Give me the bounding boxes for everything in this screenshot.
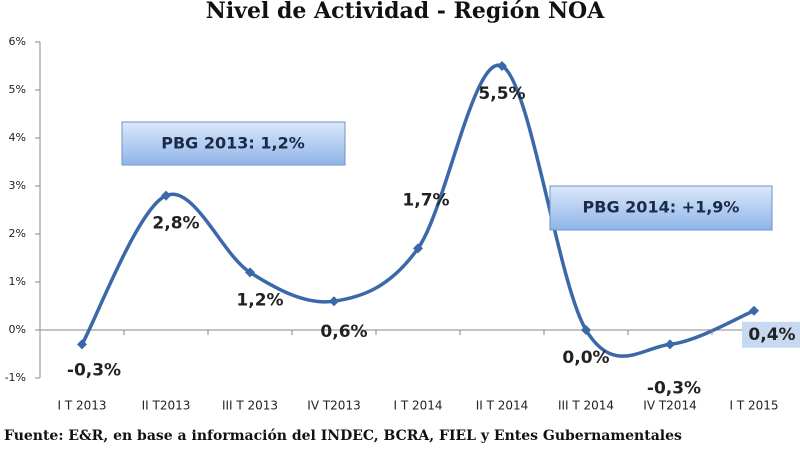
marker xyxy=(497,61,507,71)
marker xyxy=(245,267,255,278)
x-tick-label: I T 2013 xyxy=(57,399,106,413)
x-tick-label: IV T2014 xyxy=(643,399,696,413)
marker xyxy=(161,190,171,201)
annotation: PBG 2014: +1,9% xyxy=(583,198,740,217)
x-tick-label: I T 2015 xyxy=(729,399,778,413)
x-tick-label: IV T2013 xyxy=(307,399,360,413)
data-label: 5,5% xyxy=(478,84,525,104)
data-label: 0,0% xyxy=(562,348,609,368)
y-tick-label: 3% xyxy=(9,179,26,192)
x-tick-label: III T 2014 xyxy=(558,399,614,413)
data-label: 0,4% xyxy=(748,325,795,345)
marker xyxy=(581,325,591,335)
data-label: 1,2% xyxy=(236,290,283,310)
marker xyxy=(749,305,759,316)
x-tick-label: II T2013 xyxy=(142,399,191,413)
marker xyxy=(665,339,675,350)
label-box xyxy=(742,321,800,348)
y-tick-label: 2% xyxy=(9,227,26,240)
x-tick-label: I T 2014 xyxy=(393,399,442,413)
data-label: -0,3% xyxy=(647,378,701,398)
x-tick-label: II T 2014 xyxy=(476,399,529,413)
data-label: 0,6% xyxy=(320,322,367,342)
line xyxy=(80,63,755,358)
marker xyxy=(77,339,87,350)
chart-title: Nivel de Actividad - Región NOA xyxy=(206,0,606,24)
y-tick-label: -1% xyxy=(5,371,26,384)
marker xyxy=(329,296,339,307)
y-tick-label: 5% xyxy=(9,83,26,96)
data-label: -0,3% xyxy=(67,360,121,380)
data-label: 2,8% xyxy=(152,214,199,234)
annotation: PBG 2013: 1,2% xyxy=(161,134,305,153)
y-tick-label: 0% xyxy=(9,323,26,336)
y-tick-label: 4% xyxy=(9,131,26,144)
x-tick-label: III T 2013 xyxy=(222,399,278,413)
data-label: 1,7% xyxy=(402,190,449,210)
y-tick-label: 6% xyxy=(9,35,26,48)
source-note: Fuente: E&R, en base a información del I… xyxy=(4,428,682,444)
marker xyxy=(413,243,423,254)
annotation-box xyxy=(121,121,346,166)
annotation-box xyxy=(549,185,773,231)
y-tick-label: 1% xyxy=(9,275,26,288)
